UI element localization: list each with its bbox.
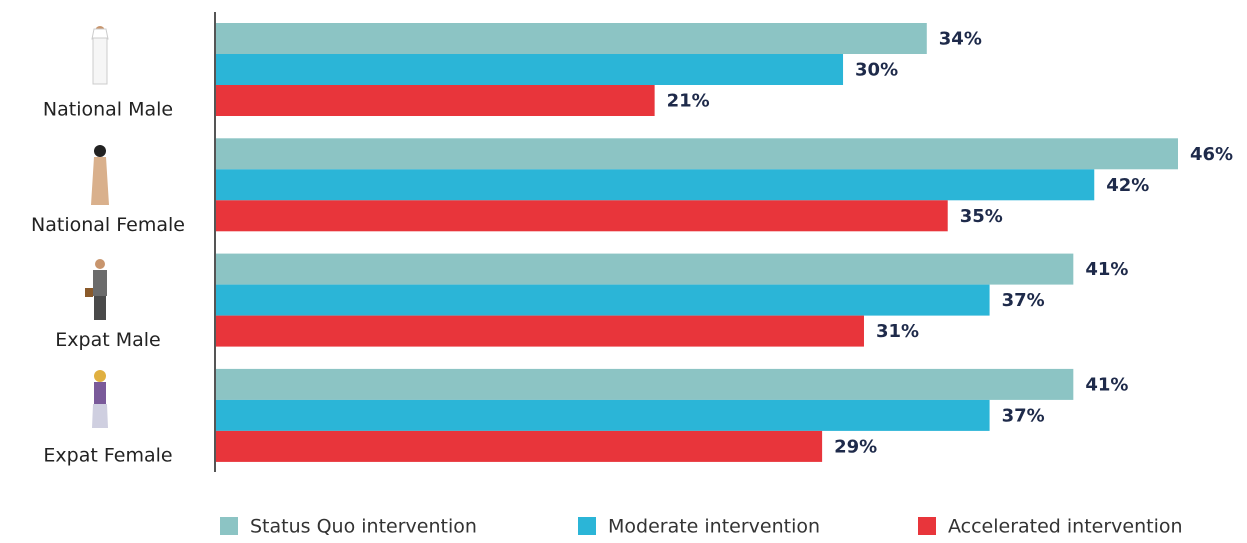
value-label: 41% (1085, 259, 1128, 280)
bar (216, 399, 990, 431)
bar (216, 200, 948, 232)
value-label: 46% (1190, 144, 1233, 165)
bar (216, 253, 1074, 285)
legend-label: Moderate intervention (608, 516, 820, 538)
bar (216, 368, 1074, 400)
value-label: 35% (960, 206, 1003, 227)
legend-swatch (578, 517, 596, 535)
bar (216, 284, 990, 316)
value-label: 34% (939, 29, 982, 50)
bar (216, 85, 655, 116)
value-label: 41% (1085, 374, 1128, 395)
value-label: 37% (1002, 405, 1045, 426)
icon-national-female (91, 145, 109, 205)
bar (216, 315, 864, 347)
category-label: National Female (31, 214, 185, 236)
value-label: 30% (855, 60, 898, 81)
icon-national-male (91, 26, 109, 85)
icon-expat-female (92, 370, 108, 428)
bar (216, 430, 823, 462)
value-label: 21% (667, 91, 710, 112)
value-label: 37% (1002, 290, 1045, 311)
bar (216, 169, 1095, 201)
value-label: 42% (1106, 175, 1149, 196)
icons (85, 26, 109, 428)
bar (216, 23, 927, 54)
value-label: 31% (876, 321, 919, 342)
bar (216, 54, 844, 85)
legend-label: Accelerated intervention (948, 516, 1183, 538)
value-label: 29% (834, 436, 877, 457)
legend-swatch (220, 517, 238, 535)
bar (216, 138, 1178, 170)
legend-label: Status Quo intervention (250, 516, 477, 538)
icon-expat-male (85, 259, 107, 320)
legend-swatch (918, 517, 936, 535)
category-label: Expat Male (55, 329, 160, 351)
category-label: National Male (43, 99, 173, 121)
category-label: Expat Female (43, 444, 172, 466)
